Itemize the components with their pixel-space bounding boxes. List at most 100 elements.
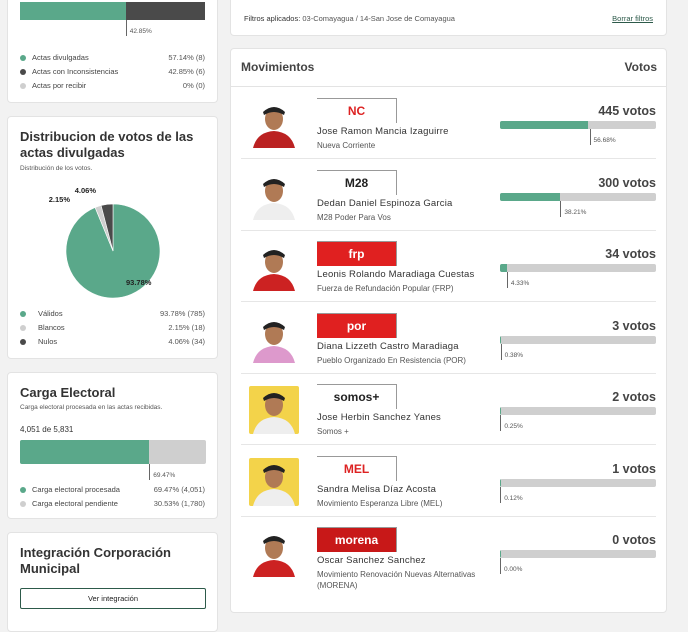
legend-value: 2.15% (18) <box>168 323 205 332</box>
legend-dot <box>20 500 26 507</box>
candidate-name: Jose Herbin Sanchez Yanes <box>317 412 442 423</box>
legend-validos: Válidos 93.78% (785) <box>20 309 205 318</box>
legend-dot <box>20 82 26 89</box>
candidate-name: Oscar Sanchez Sanchez <box>317 555 426 566</box>
movimientos-card: Movimientos Votos NC Jose Ramon Mancia I… <box>230 48 667 613</box>
legend-nulos: Nulos 4.06% (34) <box>20 337 205 346</box>
party-name: Pueblo Organizado En Resistencia (POR) <box>317 355 466 365</box>
vote-bar <box>500 121 656 129</box>
candidate-photo <box>249 243 299 291</box>
carga-bar-label: 69.47% <box>153 472 176 479</box>
party-logo-text: M28 <box>344 175 369 190</box>
party-logo: NC <box>317 98 397 123</box>
vote-count: 3 votos <box>612 318 656 333</box>
vote-pct-label: 0.38% <box>504 351 524 359</box>
vote-bar <box>500 407 656 415</box>
pie-slice-label: 93.78% <box>126 278 152 287</box>
vote-count: 0 votos <box>612 533 656 547</box>
party-logo-text: somos+ <box>333 390 380 404</box>
candidate-photo <box>249 529 299 577</box>
party-name: Nueva Corriente <box>317 141 376 150</box>
candidate-name: Leonis Rolando Maradiaga Cuestas <box>317 269 475 280</box>
legend-actas-por-recibir: Actas por recibir 0% (0) <box>20 81 205 90</box>
legend-dot <box>20 338 26 345</box>
party-logo-text: NC <box>347 104 366 118</box>
legend-label: Actas divulgadas <box>32 53 89 62</box>
candidate-photo <box>249 314 299 363</box>
vote-bar-fill <box>500 335 501 344</box>
avatar-icon <box>249 314 299 363</box>
vote-bar <box>500 550 656 558</box>
vote-bar-marker: 0.00% <box>500 558 522 574</box>
party-name: Movimiento Esperanza Libre (MEL) <box>317 498 443 508</box>
movimientos-title: Movimientos <box>241 60 315 74</box>
vote-pct-label: 0.12% <box>504 494 523 502</box>
vote-pct-label: 0.25% <box>504 423 523 430</box>
legend-dot <box>20 310 26 317</box>
distribucion-subtitle: Distribución de los votos. <box>20 165 93 172</box>
vote-bar-marker: 0.38% <box>500 343 524 360</box>
vote-bar-fill <box>500 121 589 129</box>
legend-label: Nulos <box>38 337 58 346</box>
candidate-name: Dedan Daniel Espinoza Garcia <box>317 197 453 209</box>
carga-title: Carga Electoral <box>20 385 116 400</box>
legend-value: 93.78% (785) <box>159 309 205 318</box>
legend-value: 4.06% (34) <box>168 337 205 346</box>
candidate-photo <box>249 386 299 434</box>
actas-bar-fill <box>20 2 126 20</box>
legend-label: Actas por recibir <box>32 81 87 90</box>
vote-bar-fill <box>500 264 507 272</box>
carga-bar <box>20 440 206 464</box>
vote-count: 300 votos <box>598 175 656 190</box>
legend-actas-inconsistencias: Actas con Inconsistencias 42.85% (6) <box>20 67 205 76</box>
vote-bar-marker: 0.12% <box>500 486 523 503</box>
ver-integracion-button[interactable]: Ver integración <box>20 588 206 609</box>
avatar-icon <box>249 457 299 506</box>
vote-bar-fill <box>500 192 560 201</box>
integracion-title: Integración Corporación Municipal <box>20 545 171 576</box>
legend-dot <box>20 54 26 61</box>
actas-card: 42.85% Actas divulgadas 57.14% (8) Actas … <box>7 0 218 103</box>
filtros-value: 03-Comayagua / 14-San Jose de Comayagua <box>302 14 455 23</box>
filtros-text: Filtros aplicados: 03-Comayagua / 14-San… <box>244 14 455 23</box>
candidate-row: somos+ Jose Herbin Sanchez Yanes Somos +… <box>241 374 656 445</box>
vote-bar-fill <box>500 407 501 415</box>
movimientos-header: Movimientos Votos <box>231 49 666 87</box>
vote-bar <box>500 264 656 272</box>
vote-bar-marker: 38.21% <box>560 200 587 217</box>
legend-carga-procesada: Carga electoral procesada 69.47% (4,051) <box>20 485 205 494</box>
pie-slice-label: 4.06% <box>75 186 97 195</box>
legend-dot <box>20 486 26 493</box>
party-name: Somos + <box>317 427 349 436</box>
pie-chart: 93.78% 2.15% 4.06% <box>49 186 161 299</box>
candidate-photo <box>249 100 299 148</box>
legend-carga-pendiente: Carga electoral pendiente 30.53% (1,780) <box>20 499 205 508</box>
vote-pct-label: 4.33% <box>510 280 530 287</box>
carga-bar-fill <box>20 440 150 464</box>
party-logo: frp <box>317 241 397 266</box>
vote-bar-fill <box>500 550 501 558</box>
legend-actas-divulgadas: Actas divulgadas 57.14% (8) <box>20 53 205 62</box>
vote-bar-marker: 56.68% <box>589 129 616 145</box>
legend-label: Blancos <box>38 323 65 332</box>
integracion-card: Integración Corporación Municipal Ver in… <box>7 532 218 632</box>
party-logo-text: frp <box>348 247 365 261</box>
borrar-filtros-link[interactable]: Borrar filtros <box>612 14 653 23</box>
party-logo-text: morena <box>334 533 379 547</box>
legend-label: Carga electoral pendiente <box>32 499 118 508</box>
party-name: M28 Poder Para Vos <box>317 212 391 222</box>
vote-pct-label: 38.21% <box>564 208 587 216</box>
candidate-name: Sandra Melisa Díaz Acosta <box>317 483 437 495</box>
vote-count: 34 votos <box>605 247 656 261</box>
vote-bar-marker: 4.33% <box>506 272 530 288</box>
party-logo-text: MEL <box>343 461 370 476</box>
legend-label: Válidos <box>38 309 63 318</box>
candidate-row: morena Oscar Sanchez Sanchez Movimiento … <box>241 517 656 590</box>
vote-count: 1 votos <box>612 461 656 476</box>
legend-value: 42.85% (6) <box>168 67 205 76</box>
party-logo: M28 <box>317 169 397 195</box>
candidate-name: Diana Lizzeth Castro Maradiaga <box>317 340 459 352</box>
vote-bar <box>500 335 656 344</box>
avatar-icon <box>249 529 299 577</box>
distribucion-title: Distribucion de votos de las actas divul… <box>20 129 194 160</box>
